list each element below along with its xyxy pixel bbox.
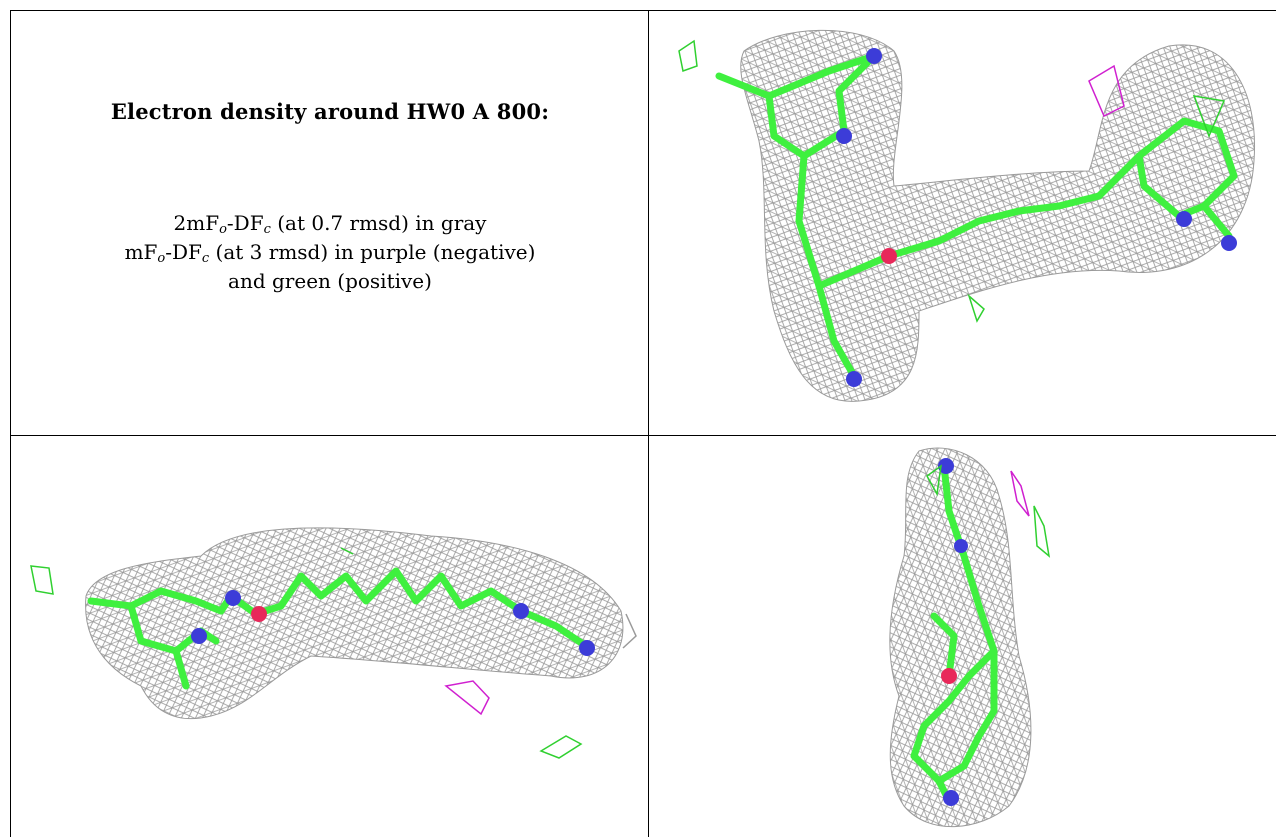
difference-density bbox=[30, 547, 637, 759]
density-image-1 bbox=[678, 29, 1256, 402]
density-mesh bbox=[85, 527, 624, 720]
figure-title: Electron density around HW0 A 800: bbox=[110, 99, 550, 124]
density-view-top bbox=[649, 11, 1276, 435]
border-top bbox=[10, 10, 1276, 11]
legend-line-positive: and green (positive) bbox=[228, 269, 432, 293]
legend-line-2fofc: 2mFo-DFc (at 0.7 rmsd) in gray bbox=[173, 211, 487, 237]
density-image-3 bbox=[889, 447, 1051, 828]
border-left bbox=[10, 10, 11, 837]
density-view-side bbox=[11, 436, 648, 837]
border-middle-vertical bbox=[648, 10, 649, 837]
atoms bbox=[191, 590, 595, 656]
ligand-sticks bbox=[910, 462, 998, 805]
figure-table: Electron density around HW0 A 800: 2mFo-… bbox=[10, 10, 1276, 837]
border-middle-horizontal bbox=[10, 435, 1276, 436]
difference-density bbox=[678, 39, 1226, 323]
density-image-2 bbox=[30, 527, 637, 759]
difference-density bbox=[926, 464, 1051, 558]
atoms bbox=[938, 458, 968, 806]
atoms bbox=[836, 48, 1237, 387]
ligand-sticks bbox=[715, 52, 1238, 380]
legend-line-fofc: mFo-DFc (at 3 rmsd) in purple (negative) bbox=[124, 240, 536, 266]
map-legend: 2mFo-DFc (at 0.7 rmsd) in gray mFo-DFc (… bbox=[11, 209, 648, 296]
caption-cell: Electron density around HW0 A 800: 2mFo-… bbox=[11, 11, 648, 435]
density-view-end bbox=[649, 436, 1276, 837]
